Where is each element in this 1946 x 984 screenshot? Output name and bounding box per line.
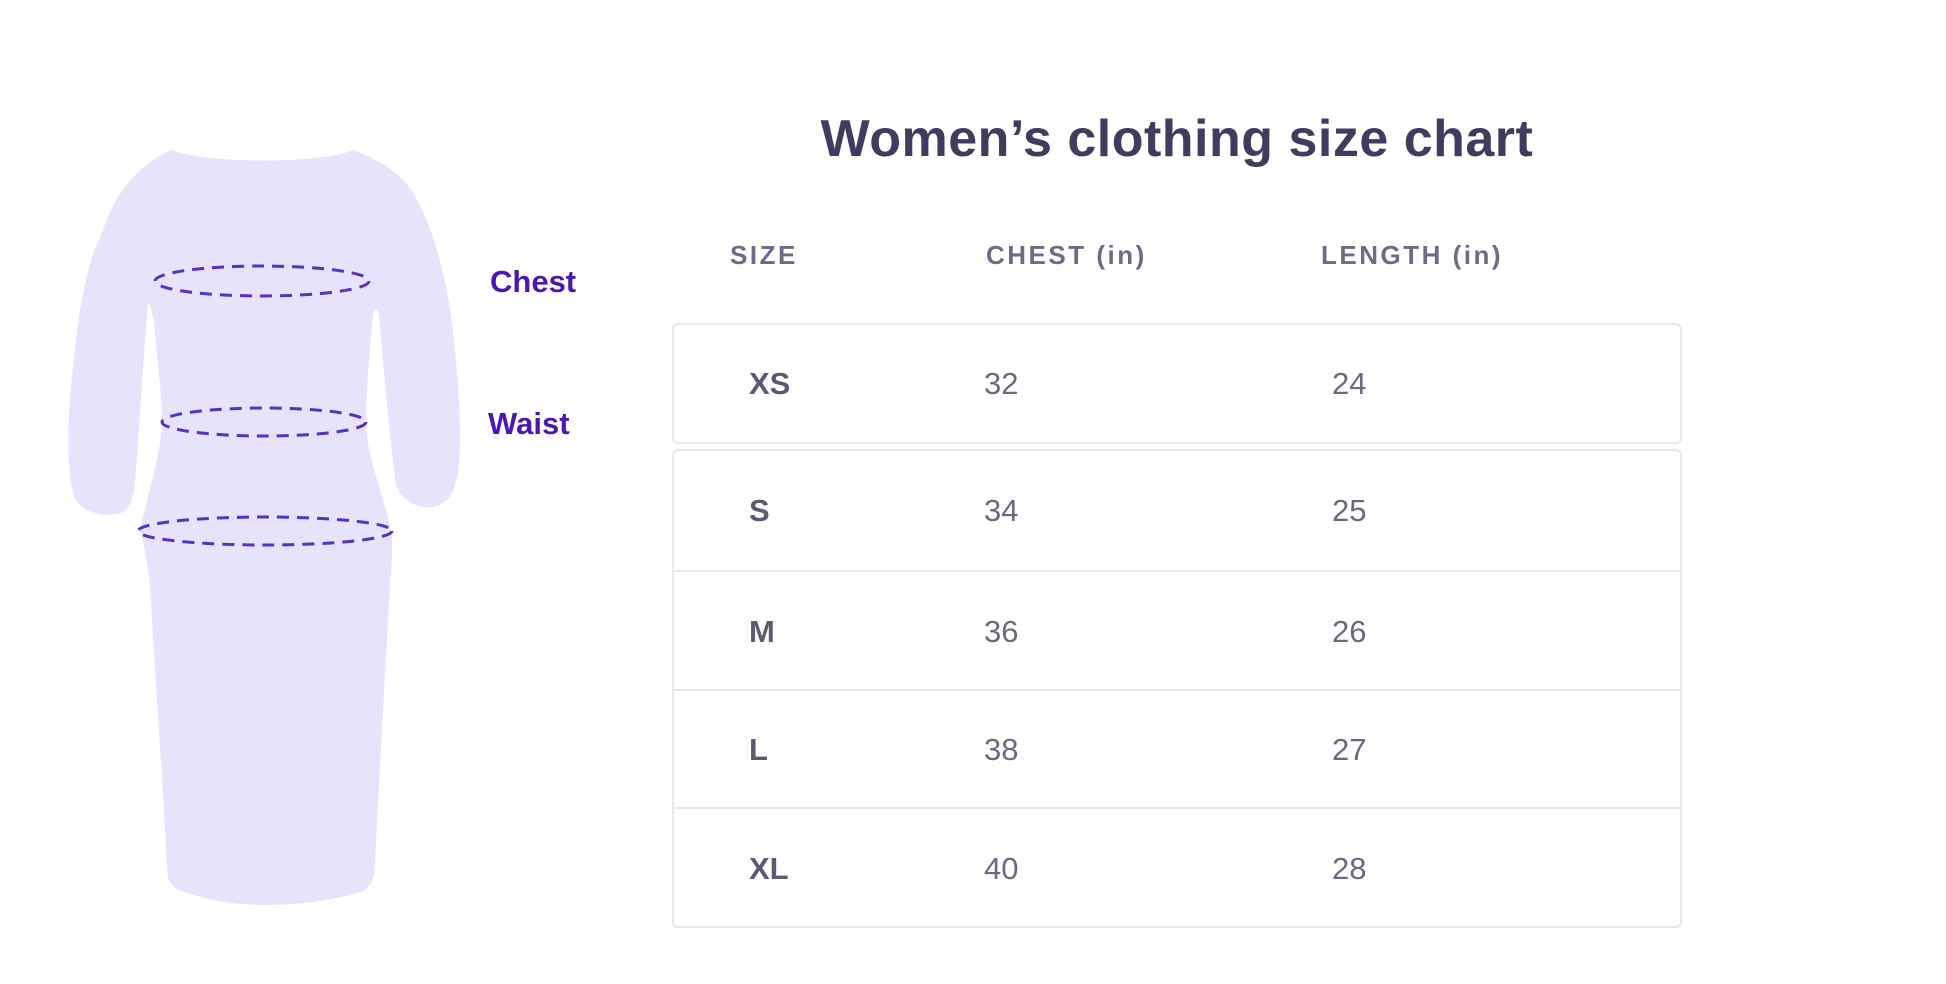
chest-measure-ellipse	[153, 264, 371, 298]
cell-size: XS	[749, 366, 791, 401]
cell-size: L	[749, 732, 768, 768]
waist-measure-ellipse	[160, 406, 368, 438]
page-title: Women’s clothing size chart	[820, 110, 1534, 168]
cell-size: XL	[749, 851, 789, 887]
table-row: S 34 25	[674, 451, 1680, 570]
waist-label: Waist	[488, 406, 570, 441]
table-rows-card: S 34 25 M 36 26 L 38 27 XL 40 28	[672, 449, 1682, 928]
table-row: M 36 26	[674, 569, 1680, 691]
cell-length: 25	[1332, 492, 1367, 528]
cell-chest: 34	[984, 492, 1019, 528]
hip-measure-ellipse	[136, 515, 394, 547]
table-header-row: SIZE CHEST (in) LENGTH (in)	[672, 230, 1682, 280]
cell-length: 27	[1332, 732, 1367, 768]
column-header-chest: CHEST (in)	[986, 239, 1147, 270]
cell-size: S	[749, 492, 770, 528]
dress-silhouette	[68, 150, 461, 905]
table-row: XL 40 28	[674, 807, 1680, 928]
column-header-size: SIZE	[730, 239, 798, 270]
size-chart: Women’s clothing size chart SIZE CHEST (…	[672, 0, 1682, 984]
column-header-length: LENGTH (in)	[1321, 239, 1504, 270]
cell-chest: 38	[984, 732, 1019, 768]
cell-length: 26	[1332, 613, 1367, 649]
cell-chest: 40	[984, 851, 1019, 887]
table-row-card-xs: XS 32 24	[672, 323, 1682, 444]
cell-size: M	[749, 613, 775, 649]
table-row: L 38 27	[674, 688, 1680, 810]
cell-chest: 32	[984, 366, 1019, 401]
table-row: XS 32 24	[674, 325, 1680, 442]
dress-illustration	[68, 150, 461, 905]
chest-label: Chest	[490, 264, 577, 299]
cell-chest: 36	[984, 613, 1019, 649]
cell-length: 24	[1332, 366, 1367, 401]
cell-length: 28	[1332, 851, 1367, 887]
